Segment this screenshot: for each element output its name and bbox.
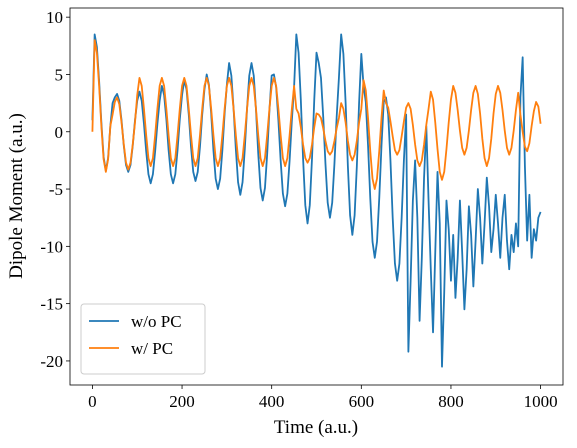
y-tick-label: 0	[55, 123, 64, 142]
x-tick-label: 0	[88, 392, 97, 411]
x-tick-label: 400	[259, 392, 285, 411]
x-tick-label: 600	[349, 392, 375, 411]
y-tick-label: -20	[40, 352, 63, 371]
legend-label: w/o PC	[131, 312, 182, 331]
x-axis-label: Time (a.u.)	[274, 417, 358, 438]
y-axis-label: Dipole Moment (a.u.)	[6, 113, 27, 279]
y-tick-label: 5	[55, 65, 64, 84]
legend-label: w/ PC	[131, 339, 173, 358]
y-tick-label: -10	[40, 237, 63, 256]
y-tick-label: 10	[46, 8, 63, 27]
legend: w/o PC w/ PC	[80, 303, 206, 375]
series-line	[91, 33, 542, 368]
x-tick-label: 200	[169, 392, 195, 411]
y-tick-label: -5	[49, 180, 63, 199]
x-tick-label: 1000	[524, 392, 558, 411]
axes-frame	[69, 7, 564, 386]
y-tick-label: -15	[40, 295, 63, 314]
series-line	[91, 39, 542, 190]
plot-area	[91, 33, 542, 368]
x-tick-label: 800	[438, 392, 464, 411]
